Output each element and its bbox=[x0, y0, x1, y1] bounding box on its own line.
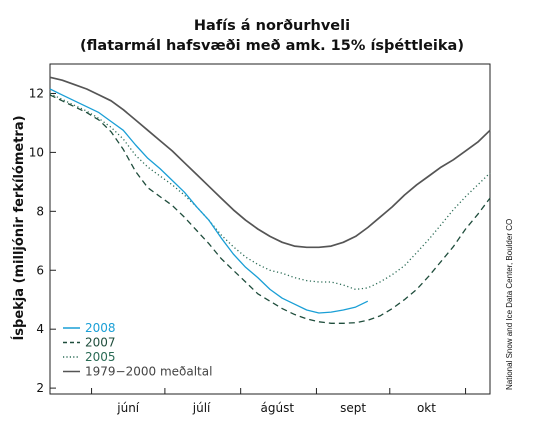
series-layer bbox=[49, 76, 491, 324]
y-tick-label: 4 bbox=[36, 322, 44, 336]
series-line-1979-2000-me-altal bbox=[49, 76, 491, 249]
series-line-2007 bbox=[49, 94, 491, 324]
chart-title: Hafís á norðurhveli bbox=[194, 18, 350, 34]
legend-label: 2007 bbox=[85, 336, 116, 350]
x-tick-label: okt bbox=[417, 401, 436, 415]
y-tick-label: 12 bbox=[29, 86, 44, 100]
axes: 2 4 6 8 10 12 júní júlí ágúst sept okt bbox=[29, 86, 467, 415]
y-axis-label: Ísþekja (milljónir ferkílómetra) bbox=[11, 115, 27, 340]
legend-label: 1979−2000 meðaltal bbox=[85, 365, 212, 379]
legend-label: 2008 bbox=[85, 321, 116, 335]
legend-label: 2005 bbox=[85, 350, 116, 364]
y-tick-label: 6 bbox=[36, 263, 44, 277]
chart-subtitle: (flatarmál hafsvæði með amk. 15% ísþéttl… bbox=[80, 38, 464, 54]
y-tick-label: 8 bbox=[36, 204, 44, 218]
x-tick-label: júní bbox=[116, 401, 140, 415]
plot-frame bbox=[49, 63, 491, 395]
y-tick-label: 2 bbox=[36, 381, 44, 395]
source-credit: National Snow and Ice Data Center, Bould… bbox=[505, 219, 514, 390]
series-line-2008 bbox=[49, 88, 369, 314]
series-line-2005 bbox=[49, 92, 491, 291]
x-tick-label: ágúst bbox=[261, 401, 295, 415]
x-tick-label: sept bbox=[340, 401, 366, 415]
y-tick-label: 10 bbox=[29, 145, 44, 159]
x-tick-label: júlí bbox=[192, 401, 211, 415]
